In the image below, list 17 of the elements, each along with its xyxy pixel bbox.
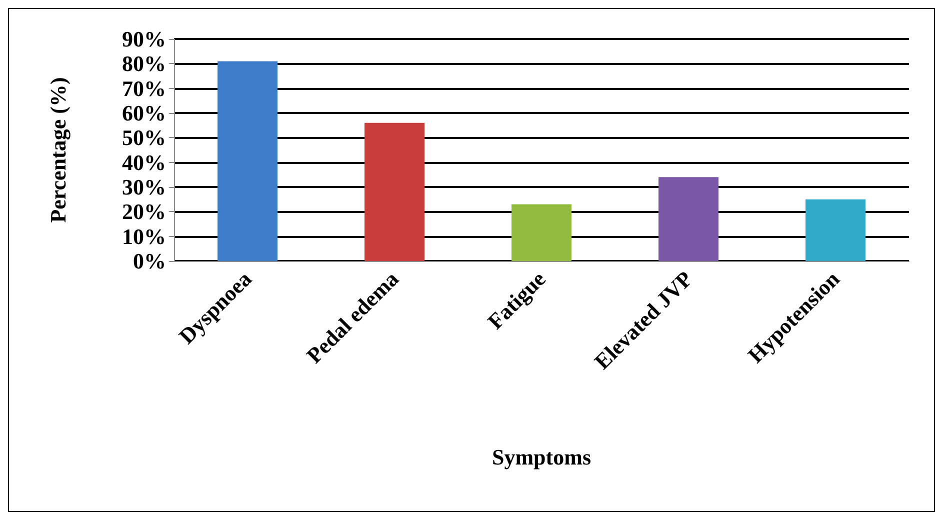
y-tick-label: 50% [122, 125, 166, 150]
bar [218, 61, 278, 261]
bar [806, 199, 866, 261]
bar [512, 204, 572, 261]
y-tick-label: 10% [122, 224, 166, 249]
y-tick-label: 60% [122, 100, 166, 126]
y-axis-title: Percentage (%) [46, 77, 70, 223]
bar [364, 122, 424, 261]
y-tick-label: 40% [122, 150, 166, 175]
y-tick-label: 90% [122, 26, 166, 52]
y-tick-label: 80% [122, 51, 166, 76]
y-tick-label: 20% [122, 199, 166, 224]
x-axis-title: Symptoms [492, 444, 592, 470]
bar [658, 177, 718, 261]
y-tick-label: 0% [133, 248, 166, 274]
y-tick-label: 70% [122, 76, 166, 101]
y-tick-label: 30% [122, 174, 166, 200]
